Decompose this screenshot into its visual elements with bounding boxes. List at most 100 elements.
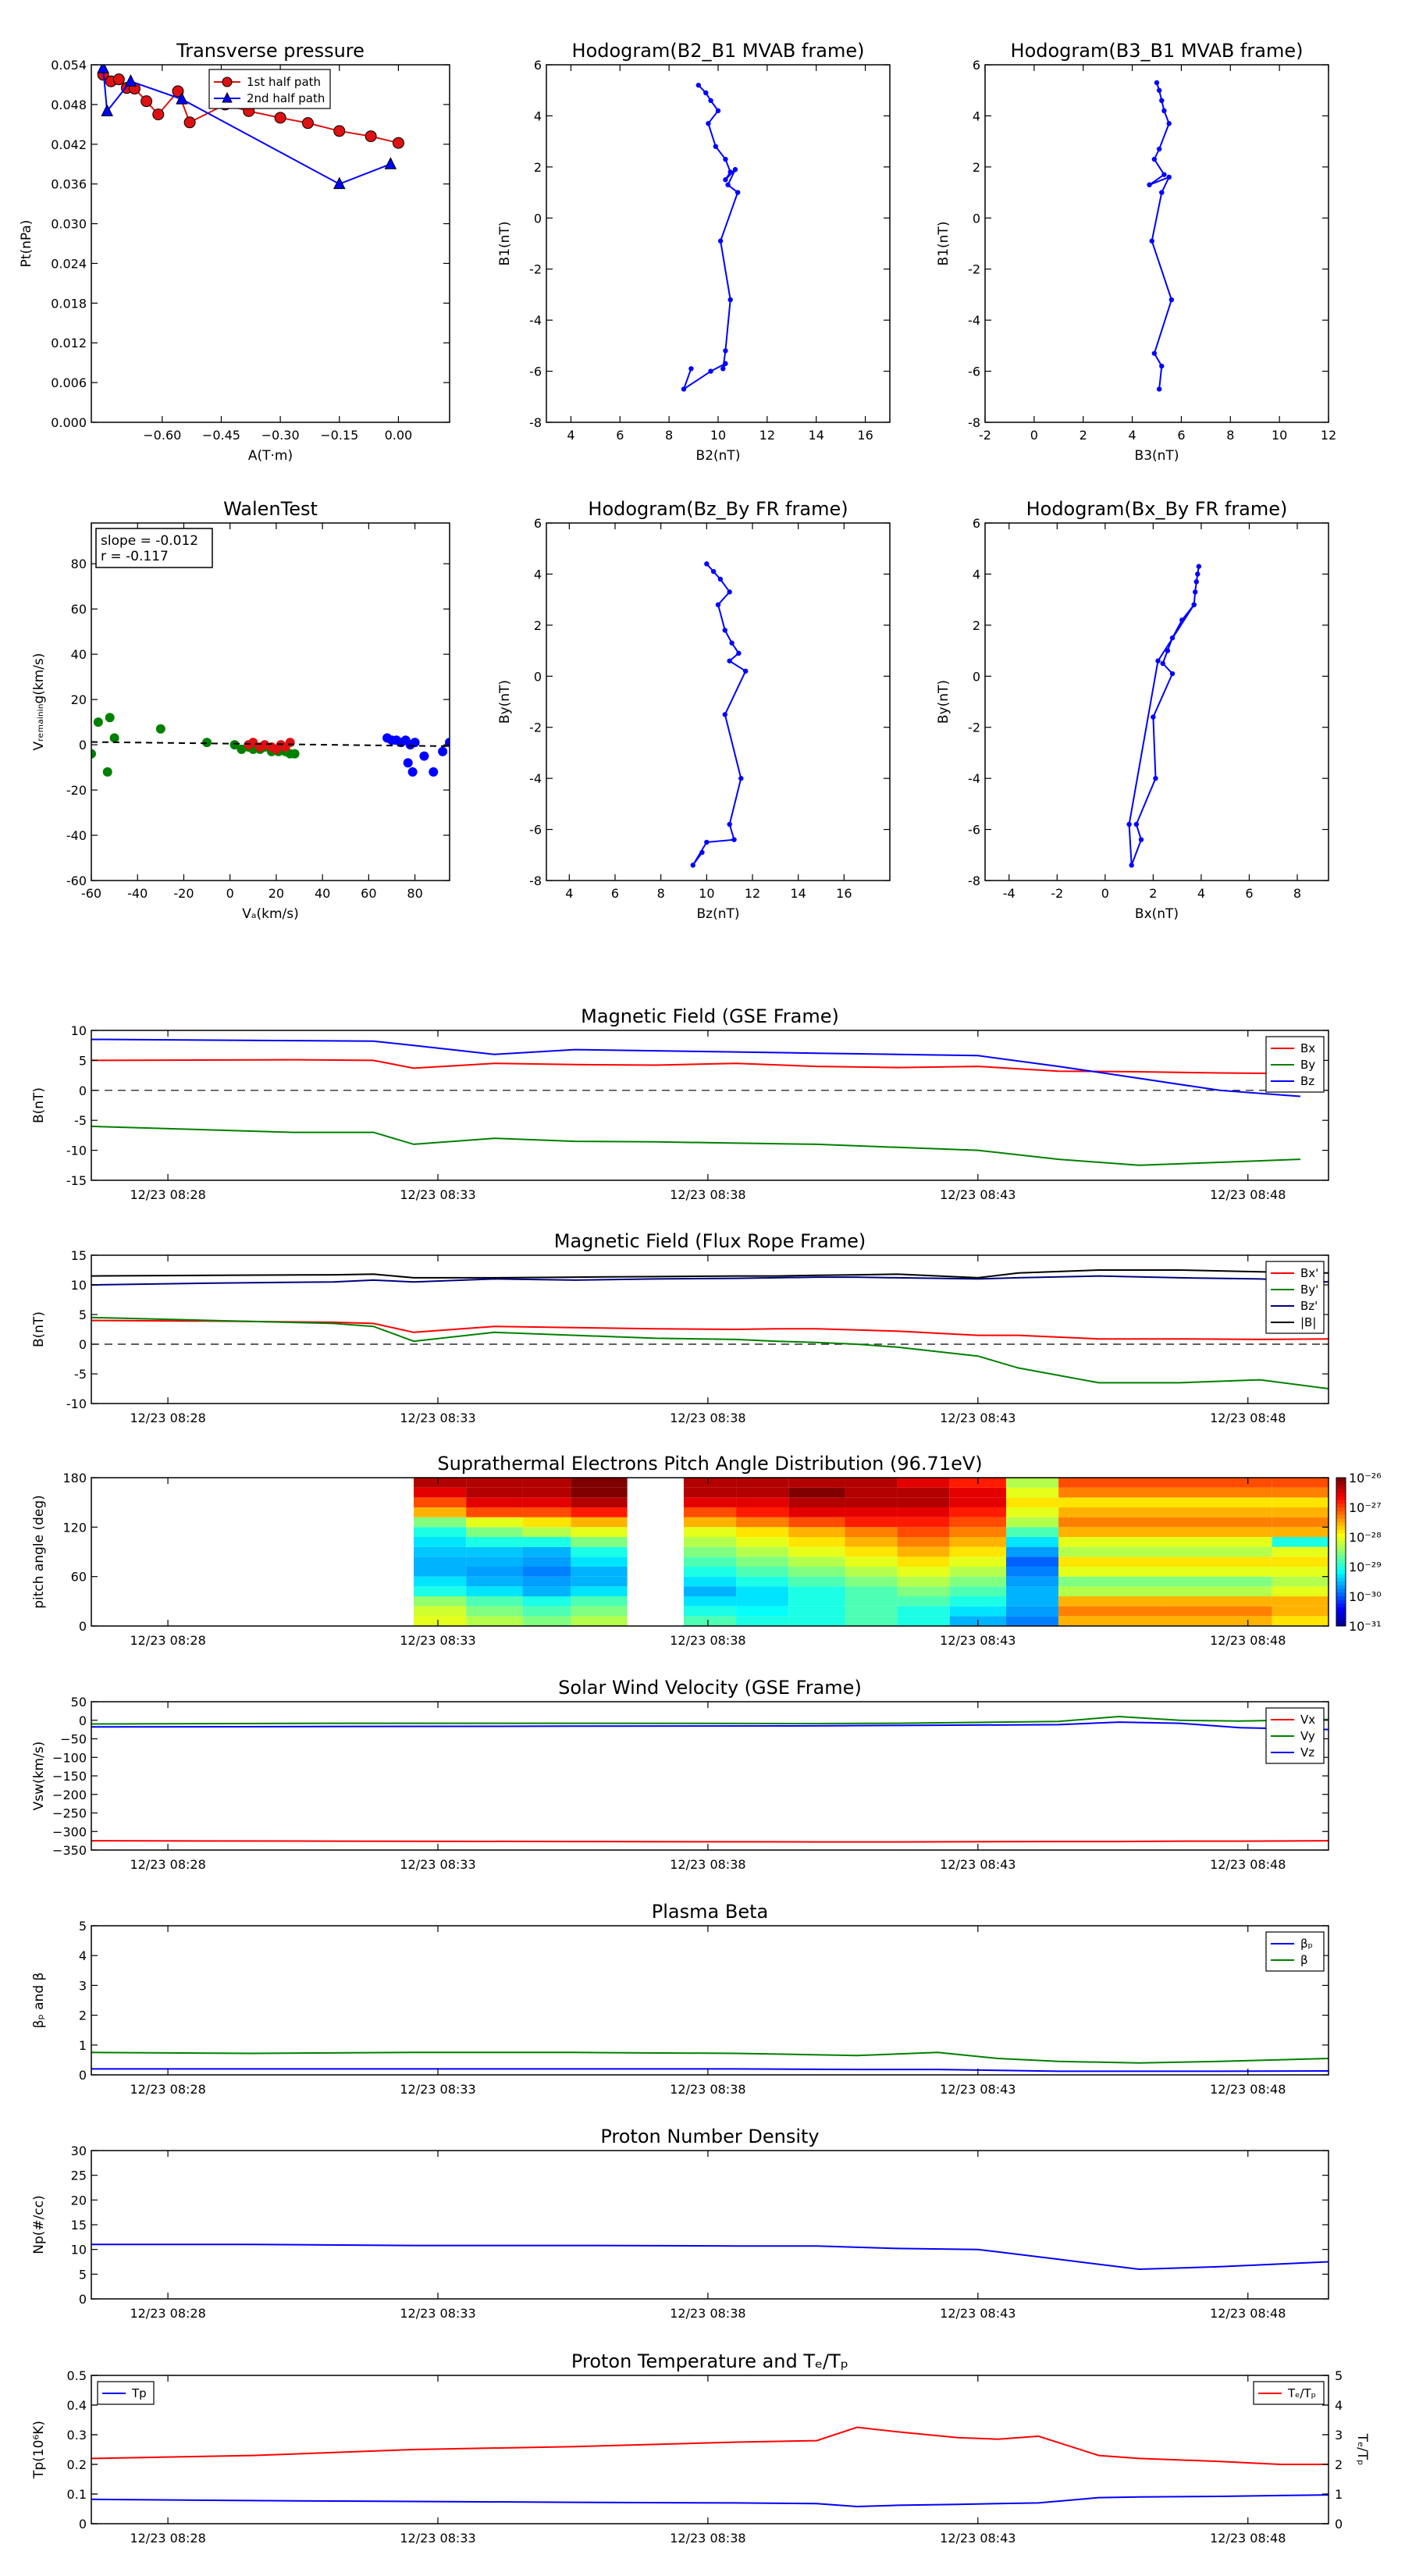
walen-point — [403, 758, 413, 768]
vsw-xtick-label: 12/23 08:38 — [670, 1857, 745, 1872]
mag_fr-legend-label: Bz' — [1300, 1299, 1318, 1313]
pad-cell — [1167, 1487, 1272, 1498]
pad-xtick-label: 12/23 08:38 — [670, 1633, 745, 1648]
hodo_b3b1-point — [1161, 172, 1167, 177]
walen-point — [102, 767, 112, 777]
transverse_pressure-xtick-label: 0.00 — [385, 428, 413, 443]
hodo_b3b1-xtick-label: 12 — [1321, 428, 1336, 443]
walen-ytick-label: -40 — [66, 828, 87, 843]
hodo_bx_by-point — [1153, 775, 1158, 781]
pad-cell — [1005, 1517, 1059, 1528]
hodo_b2b1-point — [727, 297, 733, 303]
pad-cell — [522, 1527, 571, 1537]
hodo_bz_by-xtick-label: 4 — [565, 886, 573, 901]
pad-colorbar-segment — [1336, 1514, 1346, 1519]
mag_gse-series-line-1 — [91, 1125, 1300, 1166]
pad-cell — [414, 1557, 467, 1567]
vsw-legend-box — [1265, 1707, 1325, 1764]
hodo_bx_by-ytick-label: -2 — [968, 720, 980, 735]
mag_fr-xtick-label: 12/23 08:33 — [400, 1411, 475, 1425]
walen-point — [93, 717, 103, 728]
beta-xtick-label: 12/23 08:28 — [130, 2082, 205, 2097]
pad-cell — [1005, 1487, 1059, 1498]
pad-cell — [414, 1527, 467, 1537]
pad-cell — [522, 1546, 571, 1557]
transverse_pressure-ytick-label: 0.006 — [51, 375, 87, 390]
tp-panel: 12/23 08:28 12/23 08:33 12/23 08:38 12/23 0… — [31, 2350, 1370, 2546]
np-xtick-label: 12/23 08:48 — [1210, 2306, 1286, 2321]
mag_fr-ytick-label: 0 — [79, 1337, 87, 1352]
vsw-series-line-0 — [91, 1840, 1329, 1843]
vsw-ytick-label: −50 — [60, 1732, 87, 1747]
hodo_bx_by-xtick-label: -4 — [1003, 886, 1016, 901]
pad-cell — [683, 1527, 737, 1537]
pad-cell — [1272, 1537, 1329, 1547]
beta-legend-label: β — [1300, 1953, 1308, 1967]
mag_fr-series-line-3 — [91, 1269, 1329, 1279]
hodo_b2b1-point — [695, 82, 702, 88]
pad-cell — [1005, 1537, 1059, 1547]
pad-cell — [1058, 1487, 1168, 1498]
pad-cell — [571, 1517, 628, 1528]
pad-cell — [466, 1507, 523, 1517]
pad-cell — [466, 1478, 523, 1488]
pad-colorbar-label: 10⁻²⁶ — [1349, 1471, 1382, 1485]
tp-title: Proton Temperature and Tₑ/Tₚ — [571, 2350, 848, 2372]
vsw-ytick-label: −200 — [52, 1788, 87, 1802]
tp-ytick-label: 0.5 — [67, 2368, 87, 2383]
pad-cell — [1005, 1497, 1059, 1507]
hodo_b3b1-point — [1159, 363, 1165, 369]
pad-colorbar-segment — [1336, 1585, 1346, 1589]
walen-point — [229, 740, 240, 750]
hodo_bx_by-point — [1160, 660, 1165, 667]
pad-cell — [949, 1576, 1006, 1587]
hodo_bx_by-frame — [984, 522, 1329, 881]
pad-cell — [1058, 1606, 1168, 1617]
hodo_b2b1-ytick-label: 0 — [534, 211, 542, 226]
hodo_b3b1-xtick-label: -2 — [979, 428, 991, 443]
vsw-series-line-2 — [91, 1721, 1329, 1731]
hodo_b2b1-xtick-label: 4 — [567, 428, 574, 443]
pad-cell — [788, 1596, 845, 1606]
pad-colorbar-segment — [1336, 1552, 1346, 1557]
beta-ytick-label: 4 — [79, 1948, 87, 1963]
hodo_b2b1-point — [720, 366, 726, 372]
pad-cell — [1272, 1507, 1329, 1517]
transverse_pressure-point — [176, 91, 188, 105]
mag_gse-legend-label: Bx — [1300, 1041, 1315, 1055]
pad-cell — [522, 1497, 571, 1507]
vsw-legend-label: Vz — [1300, 1745, 1314, 1759]
np-xtick-label: 12/23 08:43 — [940, 2306, 1016, 2321]
pad-cell — [788, 1616, 845, 1626]
tp-right-ytick-label: 3 — [1335, 2428, 1343, 2443]
pad-colorbar-label: 10⁻²⁷ — [1349, 1500, 1382, 1515]
walen-fit-line — [91, 741, 450, 747]
np-panel: 12/23 08:28 12/23 08:33 12/23 08:38 12/23 0… — [31, 2126, 1329, 2321]
hodo_bx_by-point — [1195, 571, 1200, 577]
beta-series-line-0 — [91, 2068, 1329, 2073]
transverse_pressure-ytick-label: 0.054 — [51, 58, 87, 73]
pad-cell — [466, 1567, 523, 1577]
hodo_b3b1-panel: -2 0 2 4 6 8 10 12 -8 -6 -4 -2 0 2 4 6 Hodogram(B3_B1 MV… — [936, 40, 1336, 464]
pad-cell — [897, 1596, 950, 1606]
tp-right-ytick-label: 5 — [1335, 2368, 1343, 2383]
pad-xtick-label: 12/23 08:48 — [1210, 1633, 1286, 1648]
transverse_pressure-legend-label: 2nd half path — [247, 91, 325, 105]
walen-point — [285, 738, 295, 748]
hodo_b2b1-point — [725, 182, 731, 187]
beta-xtick-label: 12/23 08:43 — [940, 2082, 1016, 2097]
vsw-series-line-1 — [91, 1715, 1329, 1725]
mag_fr-ytick-label: 5 — [79, 1308, 87, 1322]
hodo_bz_by-ytick-label: 2 — [534, 618, 542, 633]
pad-colorbar-label: 10⁻³¹ — [1349, 1619, 1382, 1634]
pad-cell — [683, 1546, 737, 1557]
pad-cell — [845, 1557, 898, 1567]
hodo_b2b1-point — [681, 386, 687, 392]
hodo_bz_by-xtick-label: 16 — [836, 886, 852, 901]
pad-cell — [897, 1527, 950, 1537]
hodo_bx_by-point — [1138, 837, 1144, 842]
tp-xtick-label: 12/23 08:43 — [940, 2531, 1016, 2546]
transverse_pressure-ytick-label: 0.042 — [51, 137, 87, 152]
tp-ytick-label: 0.3 — [67, 2428, 87, 2443]
pad-colorbar-segment — [1336, 1478, 1346, 1482]
